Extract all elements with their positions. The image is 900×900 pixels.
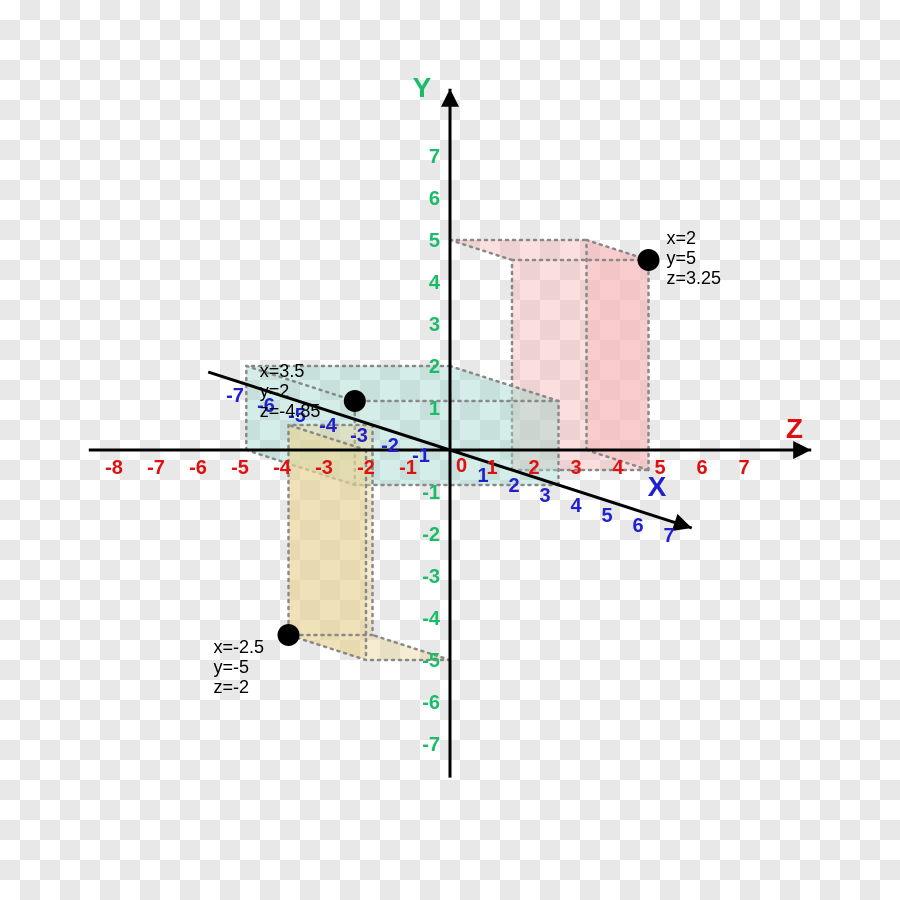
svg-text:7: 7: [663, 525, 674, 547]
z-axis-label: Z: [786, 413, 803, 444]
svg-text:-6: -6: [189, 457, 207, 479]
point-b: [344, 390, 366, 412]
svg-text:2: 2: [429, 356, 440, 378]
svg-text:-3: -3: [350, 425, 368, 447]
svg-text:2: 2: [528, 457, 539, 479]
svg-text:-4: -4: [319, 415, 338, 437]
canvas: { "type": "3d-coordinate-diagram", "canv…: [0, 0, 900, 900]
svg-text:3: 3: [429, 314, 440, 336]
svg-text:-7: -7: [226, 385, 244, 407]
point-b-label: y=2: [260, 381, 290, 401]
svg-text:4: 4: [429, 272, 441, 294]
svg-text:-7: -7: [147, 457, 165, 479]
svg-text:5: 5: [654, 457, 665, 479]
point-a-label: z=3.25: [667, 268, 722, 288]
svg-text:1: 1: [429, 398, 440, 420]
svg-text:2: 2: [508, 475, 519, 497]
point-c-label: x=-2.5: [214, 637, 265, 657]
point-c: [278, 624, 300, 646]
svg-text:-5: -5: [231, 457, 249, 479]
coordinate-scene: YZX01234567-1-2-3-4-5-6-7-81234567-1-2-3…: [0, 0, 900, 900]
svg-text:7: 7: [738, 457, 749, 479]
svg-text:4: 4: [612, 457, 624, 479]
svg-text:-2: -2: [381, 435, 399, 457]
svg-text:7: 7: [429, 146, 440, 168]
svg-text:6: 6: [632, 515, 643, 537]
svg-text:-2: -2: [422, 524, 440, 546]
svg-text:5: 5: [429, 230, 440, 252]
point-a: [638, 249, 660, 271]
point-c-label: y=-5: [214, 657, 250, 677]
svg-text:-4: -4: [273, 457, 292, 479]
point-b-label: x=3.5: [260, 361, 305, 381]
svg-text:-4: -4: [422, 608, 441, 630]
point-b-label: z=-4.85: [260, 401, 321, 421]
svg-text:-1: -1: [422, 482, 440, 504]
svg-text:-6: -6: [422, 692, 440, 714]
svg-text:1: 1: [477, 465, 488, 487]
point-a-label: y=5: [667, 248, 697, 268]
svg-text:-8: -8: [105, 457, 123, 479]
svg-text:-7: -7: [422, 734, 440, 756]
svg-text:3: 3: [539, 485, 550, 507]
svg-text:6: 6: [429, 188, 440, 210]
svg-text:-3: -3: [422, 566, 440, 588]
svg-text:-1: -1: [412, 445, 430, 467]
svg-text:3: 3: [570, 457, 581, 479]
svg-text:4: 4: [570, 495, 582, 517]
point-c-label: z=-2: [214, 677, 250, 697]
svg-text:-2: -2: [357, 457, 375, 479]
svg-text:6: 6: [696, 457, 707, 479]
axes-layer: YZX: [89, 72, 811, 777]
point-a-label: x=2: [667, 228, 697, 248]
svg-text:-3: -3: [315, 457, 333, 479]
svg-text:5: 5: [601, 505, 612, 527]
svg-text:0: 0: [456, 455, 467, 477]
svg-text:-5: -5: [422, 650, 440, 672]
y-axis-label: Y: [413, 72, 432, 103]
